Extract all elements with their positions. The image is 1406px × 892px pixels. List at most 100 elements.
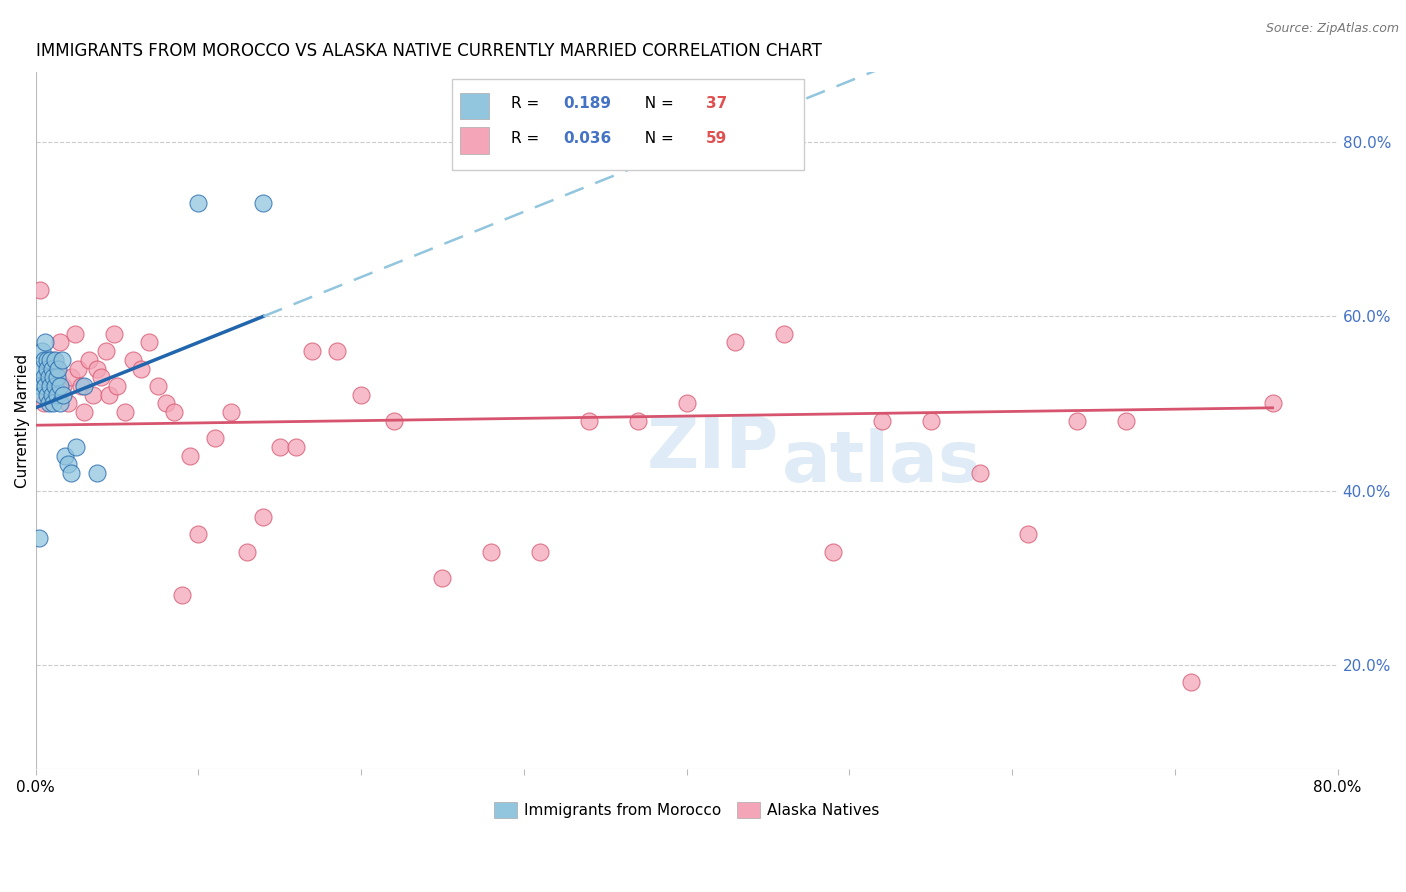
Point [252,509,274,524]
Point [49,335,72,350]
Point [138,335,160,350]
Point [38,370,60,384]
FancyBboxPatch shape [453,79,804,170]
Point [90,370,112,384]
Point [56,396,79,410]
Point [146,379,169,393]
Point [35,352,58,367]
Point [479,544,502,558]
Point [32,370,55,384]
Point [86,361,108,376]
Point [42,370,65,384]
Point [31,388,53,402]
Point [773,326,796,341]
Text: 37: 37 [706,96,727,112]
Point [63,326,86,341]
Point [45,370,67,384]
Point [38,396,60,410]
Text: R =: R = [510,131,544,146]
Text: 0.189: 0.189 [562,96,610,112]
Point [51,352,73,367]
Point [60,370,83,384]
Point [170,588,193,602]
Point [350,388,373,402]
Point [252,196,274,211]
Point [1180,675,1202,690]
Point [969,466,991,480]
Point [179,449,201,463]
Point [39,352,62,367]
Point [94,344,117,359]
Text: IMMIGRANTS FROM MOROCCO VS ALASKA NATIVE CURRENTLY MARRIED CORRELATION CHART: IMMIGRANTS FROM MOROCCO VS ALASKA NATIVE… [35,42,821,60]
Point [1115,414,1137,428]
Point [42,396,65,410]
Point [73,379,96,393]
Point [529,544,551,558]
Point [131,361,153,376]
FancyBboxPatch shape [460,128,489,154]
Point [44,379,66,393]
Point [35,361,58,376]
Point [45,361,67,376]
Point [42,352,65,367]
Point [41,361,63,376]
Point [204,431,226,445]
Point [122,352,145,367]
Point [41,388,63,402]
Point [97,388,120,402]
Point [31,344,53,359]
Point [66,361,89,376]
Point [301,344,323,359]
Point [236,544,259,558]
Point [46,361,69,376]
Point [45,388,67,402]
Point [49,379,72,393]
Point [34,335,56,350]
Point [870,414,893,428]
Point [32,352,55,367]
Text: N =: N = [634,96,678,112]
Y-axis label: Currently Married: Currently Married [15,354,30,488]
Point [56,458,79,472]
Point [34,379,56,393]
Point [60,466,83,480]
Point [35,370,58,384]
Text: 0.036: 0.036 [562,131,612,146]
Point [675,396,697,410]
Point [32,396,55,410]
Point [82,388,104,402]
Point [187,196,209,211]
Point [578,414,600,428]
Point [269,440,291,454]
Point [65,440,87,454]
Point [1261,396,1284,410]
Point [77,352,100,367]
Legend: Immigrants from Morocco, Alaska Natives: Immigrants from Morocco, Alaska Natives [488,797,886,824]
Point [52,379,75,393]
Text: Source: ZipAtlas.com: Source: ZipAtlas.com [1265,22,1399,36]
Point [105,379,128,393]
Point [52,388,75,402]
Point [53,449,76,463]
FancyBboxPatch shape [460,93,489,120]
Point [73,405,96,419]
Point [285,440,308,454]
Text: atlas: atlas [782,428,981,497]
Point [823,544,845,558]
Point [155,396,177,410]
Point [325,344,347,359]
Text: N =: N = [634,131,678,146]
Point [1066,414,1088,428]
Point [920,414,942,428]
Text: R =: R = [510,96,544,112]
Point [1017,527,1039,541]
Text: 59: 59 [706,131,727,146]
Point [44,352,66,367]
Point [49,396,72,410]
Point [86,466,108,480]
Point [724,335,747,350]
Point [39,388,62,402]
Point [163,405,186,419]
Text: ZIP: ZIP [647,414,779,483]
Point [219,405,242,419]
